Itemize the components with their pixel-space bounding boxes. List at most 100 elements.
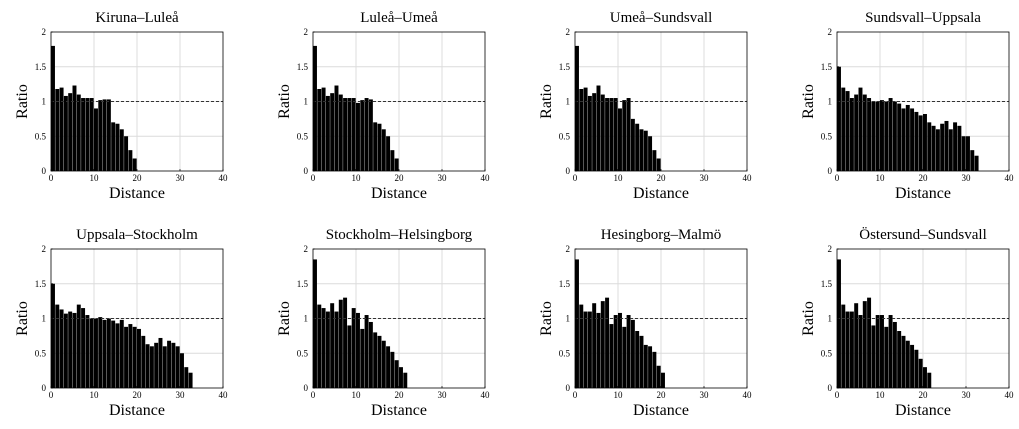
bar bbox=[351, 308, 356, 388]
x-tick-label: 20 bbox=[657, 390, 667, 400]
y-tick-label: 0.5 bbox=[35, 348, 47, 358]
y-tick-label: 0.5 bbox=[559, 131, 571, 141]
bar bbox=[338, 299, 343, 388]
bar bbox=[317, 88, 322, 171]
y-tick-label: 2 bbox=[828, 27, 833, 37]
bar bbox=[587, 311, 592, 388]
bar bbox=[849, 311, 854, 388]
bar bbox=[635, 123, 640, 171]
bar bbox=[51, 45, 55, 171]
bar bbox=[330, 303, 335, 388]
bar bbox=[347, 325, 352, 388]
bar bbox=[854, 303, 859, 388]
x-tick-label: 10 bbox=[614, 390, 624, 400]
chart-title: Sundsvall–Uppsala bbox=[865, 10, 981, 26]
bar bbox=[76, 304, 81, 388]
bar bbox=[188, 372, 193, 388]
bar bbox=[626, 315, 631, 388]
bar bbox=[871, 101, 876, 171]
bar bbox=[89, 98, 94, 171]
x-tick-label: 20 bbox=[919, 173, 929, 183]
x-tick-label: 10 bbox=[90, 173, 100, 183]
bar bbox=[892, 321, 897, 388]
bar bbox=[648, 136, 653, 171]
bar bbox=[321, 308, 326, 388]
y-tick-label: 1 bbox=[304, 97, 309, 107]
bar bbox=[111, 320, 116, 388]
x-tick-label: 30 bbox=[962, 390, 972, 400]
bar bbox=[875, 101, 880, 171]
y-tick-label: 0.5 bbox=[559, 348, 571, 358]
y-tick-label: 1.5 bbox=[821, 279, 833, 289]
bar bbox=[132, 326, 137, 388]
x-tick-label: 20 bbox=[133, 173, 143, 183]
y-tick-label: 0 bbox=[42, 166, 47, 176]
bar bbox=[940, 123, 945, 171]
y-tick-label: 2 bbox=[566, 244, 571, 254]
chart-panel-3: 0 10 20 30 40 0 0.5 1 1.5 2 Umeå–Sundsvall Distance… bbox=[538, 10, 752, 202]
bar bbox=[154, 342, 159, 388]
bar bbox=[957, 125, 962, 171]
bar bbox=[914, 111, 919, 171]
bar bbox=[837, 259, 841, 388]
bar bbox=[656, 365, 661, 388]
bar bbox=[106, 99, 111, 171]
x-axis-label: Distance bbox=[633, 402, 689, 419]
y-tick-label: 1 bbox=[566, 314, 571, 324]
y-tick-label: 1.5 bbox=[297, 279, 309, 289]
chart-panel-5: 0 10 20 30 40 0 0.5 1 1.5 2 Uppsala–Stockholm Dista… bbox=[14, 227, 228, 419]
bar bbox=[923, 114, 927, 171]
bar bbox=[841, 87, 846, 171]
y-tick-label: 0 bbox=[828, 166, 833, 176]
bar bbox=[923, 367, 927, 388]
bar bbox=[871, 325, 876, 388]
bar bbox=[386, 136, 391, 171]
bar bbox=[841, 304, 846, 388]
bar bbox=[867, 98, 872, 171]
x-tick-label: 20 bbox=[395, 173, 405, 183]
bar bbox=[618, 108, 622, 171]
x-axis-label: Distance bbox=[895, 402, 951, 419]
bar bbox=[94, 318, 98, 388]
x-axis-label: Distance bbox=[371, 402, 427, 419]
bar bbox=[330, 93, 335, 171]
bar bbox=[613, 98, 618, 171]
bar bbox=[137, 328, 141, 388]
bar bbox=[360, 328, 365, 388]
y-tick-label: 1.5 bbox=[821, 62, 833, 72]
y-tick-label: 0 bbox=[828, 383, 833, 393]
chart-title: Kiruna–Luleå bbox=[95, 10, 179, 26]
y-tick-label: 2 bbox=[566, 27, 571, 37]
bar bbox=[373, 332, 378, 388]
bar bbox=[171, 342, 176, 388]
y-tick-label: 1 bbox=[828, 314, 833, 324]
bar bbox=[313, 45, 317, 171]
bar bbox=[618, 312, 622, 388]
chart-title: Umeå–Sundsvall bbox=[610, 10, 713, 26]
bar bbox=[905, 104, 910, 171]
y-tick-label: 2 bbox=[304, 27, 309, 37]
y-axis-label: Ratio bbox=[800, 84, 817, 119]
bar bbox=[124, 326, 129, 388]
x-tick-label: 30 bbox=[438, 173, 448, 183]
bar bbox=[635, 331, 640, 388]
bar bbox=[974, 155, 979, 171]
x-tick-label: 10 bbox=[876, 173, 886, 183]
bar bbox=[85, 98, 90, 171]
bar bbox=[68, 93, 73, 171]
bar bbox=[158, 337, 163, 388]
y-tick-label: 2 bbox=[304, 244, 309, 254]
y-tick-label: 1 bbox=[566, 97, 571, 107]
bar bbox=[849, 98, 854, 171]
bar bbox=[394, 158, 399, 171]
x-tick-label: 30 bbox=[438, 390, 448, 400]
chart-title: Hesingborg–Malmö bbox=[601, 227, 722, 243]
chart-title: Luleå–Umeå bbox=[360, 10, 438, 26]
bar bbox=[381, 340, 386, 388]
bar bbox=[141, 335, 146, 388]
bar bbox=[587, 95, 592, 171]
bar bbox=[394, 360, 399, 388]
bar bbox=[343, 297, 348, 388]
bar bbox=[931, 125, 936, 171]
bar bbox=[630, 118, 635, 171]
